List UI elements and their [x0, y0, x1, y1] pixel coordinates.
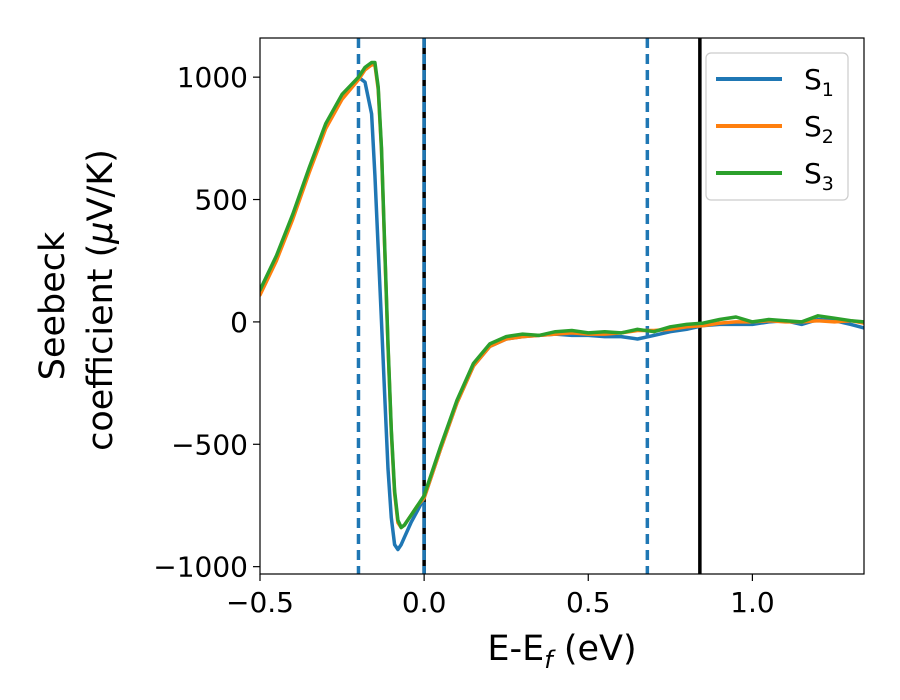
y-axis-label-pre: coefficient ( — [81, 244, 121, 451]
series-lines — [260, 60, 864, 552]
y-axis-label-post: V/K) — [81, 149, 121, 221]
x-axis-label-main: E-E — [487, 629, 544, 669]
y-tick-label: 500 — [195, 184, 248, 217]
legend-label-s2: S2 — [804, 110, 834, 148]
x-tick-label: 1.0 — [730, 586, 775, 619]
x-tick-label: 0.5 — [566, 586, 611, 619]
legend-label-s1: S1 — [804, 63, 834, 101]
x-tick-label: −0.5 — [226, 586, 294, 619]
y-axis-ticks: −1000 −500 0 500 1000 — [153, 61, 260, 584]
y-axis-label-line1: Seebeck — [33, 231, 73, 380]
y-axis-label-line2: coefficient (μV/K) — [81, 149, 121, 451]
x-tick-label: 0.0 — [402, 586, 447, 619]
series-line-s3 — [260, 60, 864, 530]
y-tick-label: −500 — [171, 428, 248, 461]
legend-entries: S1 S2 S3 — [716, 63, 834, 195]
x-axis-label-unit: (eV) — [553, 629, 637, 669]
y-tick-label: −1000 — [153, 551, 248, 584]
vertical-reference-lines — [356, 38, 702, 574]
legend-label-s3: S3 — [804, 157, 834, 195]
plot-area-frame — [259, 37, 865, 575]
y-tick-label: 1000 — [177, 61, 248, 94]
y-tick-label: 0 — [230, 306, 248, 339]
y-axis-label-mu: μ — [81, 221, 121, 244]
x-axis-label: E-Ef (eV) — [487, 629, 636, 674]
legend: S1 S2 S3 — [705, 52, 849, 201]
x-axis-ticks: −0.5 0.0 0.5 1.0 — [226, 574, 775, 619]
